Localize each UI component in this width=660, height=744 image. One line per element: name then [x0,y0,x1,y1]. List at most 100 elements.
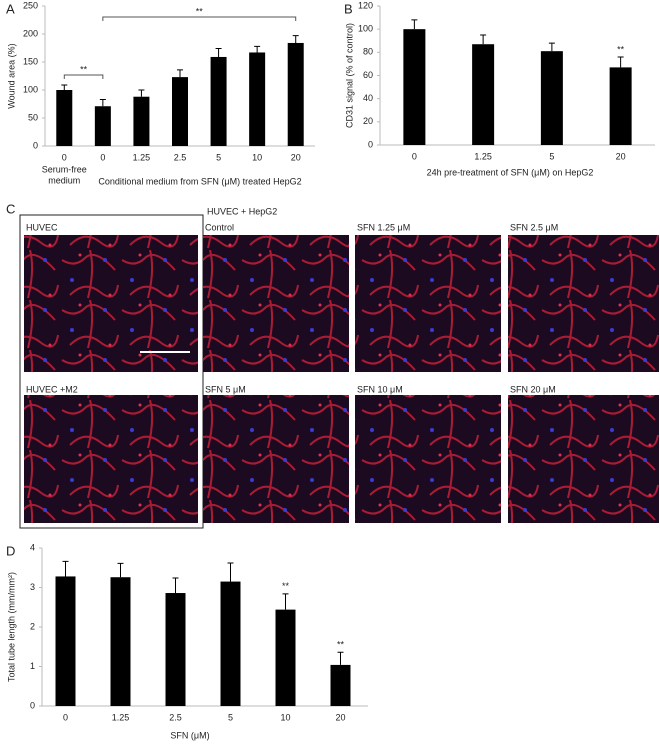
y-tick-label: 100 [358,24,373,34]
panel-label: C [6,201,15,216]
error-bar [177,69,183,78]
x-axis-label: Conditional medium from SFN (μM) treated… [98,176,301,186]
x-tick-label: 20 [291,152,301,162]
error-bar [99,99,106,107]
bar [133,96,150,146]
panel-label: B [344,1,353,16]
bar [172,77,188,146]
error-bar [337,651,344,665]
bar [540,51,563,145]
bar [210,56,227,146]
micrograph [508,395,659,523]
category-note: medium [48,175,80,185]
image-label: SFN 10 μM [357,384,403,394]
panel-label: A [6,1,15,16]
error-bar [138,89,145,97]
bracket [102,16,297,21]
y-tick-label: 1 [30,661,35,671]
y-tick-label: 80 [363,47,373,57]
bar [55,576,76,706]
bar [472,44,495,145]
y-axis-label: CD31 signal (% of control) [344,23,354,128]
bar [220,581,241,706]
error-bar [117,562,124,578]
y-tick-label: 100 [23,84,38,94]
y-tick-label: 150 [23,56,38,66]
x-tick-label: 20 [616,151,626,161]
bar [275,609,296,706]
x-tick-label: 0 [100,152,105,162]
image-label: Control [205,222,234,232]
image-label: HUVEC +M2 [26,384,78,394]
y-axis-label: Wound area (%) [6,43,16,108]
micrograph [508,235,659,372]
x-tick-label: 1.25 [474,151,492,161]
x-tick-label: 10 [252,152,262,162]
y-tick-label: 0 [368,139,373,149]
micrograph [355,235,501,372]
x-axis-label: SFN (μM) [170,730,209,740]
micrograph [203,395,349,523]
significance: ** [282,581,290,591]
y-tick-label: 50 [28,112,38,122]
x-tick-label: 1.25 [133,152,151,162]
y-tick-label: 3 [30,582,35,592]
micrograph [355,395,501,523]
error-bar [227,562,234,582]
image-label: SFN 2.5 μM [510,222,558,232]
bar [609,67,632,145]
significance: ** [196,6,204,16]
y-tick-label: 250 [23,0,38,10]
x-axis-label: 24h pre-treatment of SFN (μM) on HepG2 [427,167,594,177]
bar [287,42,304,146]
x-tick-label: 5 [228,712,233,722]
x-tick-label: 1.25 [112,712,130,722]
error-bar [617,56,624,68]
y-tick-label: 40 [363,93,373,103]
x-tick-label: 2.5 [174,152,187,162]
bar [330,664,351,706]
category-note: Serum-free [42,164,87,174]
image-label: SFN 1.25 μM [357,222,410,232]
y-tick-label: 0 [30,700,35,710]
error-bar [62,560,69,577]
micrograph [24,235,198,372]
x-tick-label: 2.5 [169,712,182,722]
bar [94,106,111,146]
significance: ** [337,640,345,650]
error-bar [411,19,418,30]
y-tick-label: 120 [358,0,373,10]
y-tick-label: 2 [30,621,35,631]
bar [403,29,426,146]
significance: ** [617,44,625,54]
bracket [63,74,104,79]
y-tick-label: 0 [33,140,38,150]
bar [110,577,131,706]
error-bar [215,48,222,57]
bar [165,593,186,706]
image-label: HUVEC [26,222,58,232]
micrograph [24,395,198,523]
error-bar [480,34,487,45]
error-bar [172,577,179,594]
image-label: SFN 5 μM [205,384,246,394]
micrograph [203,235,349,372]
y-tick-label: 60 [363,70,373,80]
error-bar [254,45,261,53]
error-bar [292,35,299,43]
x-tick-label: 0 [62,152,67,162]
x-tick-label: 20 [335,712,345,722]
y-axis-label: Total tube length (mm/mm²) [6,572,16,682]
y-tick-label: 200 [23,28,38,38]
bar [249,52,266,147]
error-bar [61,84,68,90]
x-tick-label: 0 [63,712,68,722]
panel-label: D [6,543,15,558]
error-bar [548,42,555,52]
error-bar [282,593,289,610]
panel-header: HUVEC + HepG2 [207,206,277,216]
x-tick-label: 0 [412,151,417,161]
y-tick-label: 20 [363,116,373,126]
significance: ** [80,64,88,74]
